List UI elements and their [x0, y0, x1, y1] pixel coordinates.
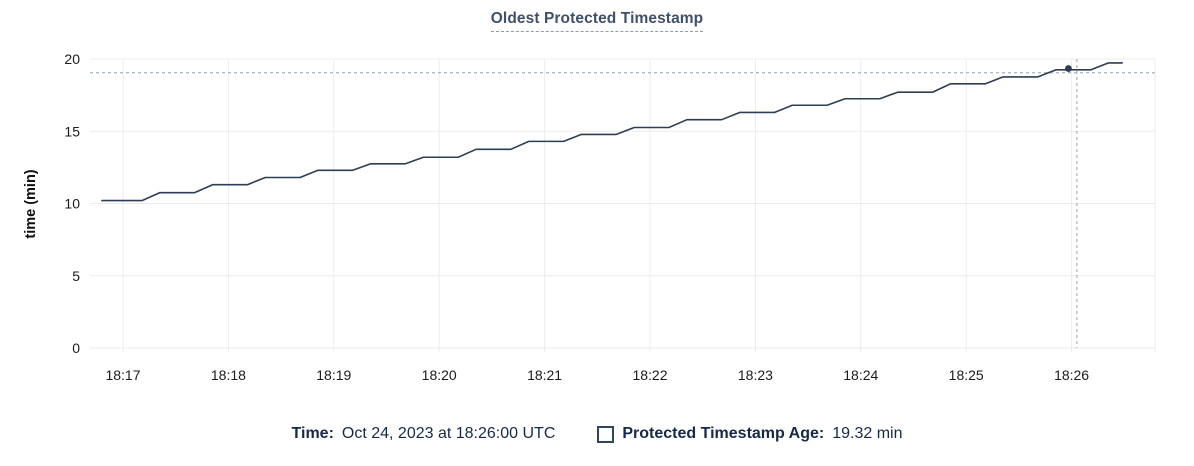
y-tick-label: 5	[72, 268, 80, 284]
x-tick-label: 18:17	[105, 367, 140, 383]
time-label: Time:	[291, 425, 334, 442]
x-tick-label: 18:26	[1054, 367, 1089, 383]
x-tick-label: 18:21	[527, 367, 562, 383]
y-axis-title: time (min)	[23, 169, 39, 239]
x-tick-label: 18:20	[422, 367, 457, 383]
x-tick-label: 18:23	[738, 367, 773, 383]
x-tick-label: 18:25	[949, 367, 984, 383]
protected-timestamp-age-line	[101, 62, 1123, 202]
x-tick-label: 18:19	[316, 367, 351, 383]
hover-marker-dot	[1065, 65, 1072, 72]
hover-readout: Time: Oct 24, 2023 at 18:26:00 UTC Prote…	[0, 425, 1194, 443]
time-value: Oct 24, 2023 at 18:26:00 UTC	[341, 425, 556, 442]
chart-title-text[interactable]: Oldest Protected Timestamp	[490, 10, 704, 32]
chart-title: Oldest Protected Timestamp	[0, 10, 1194, 32]
x-tick-label: 18:24	[843, 367, 878, 383]
y-tick-label: 0	[72, 340, 80, 356]
series-value: 19.32 min	[832, 425, 903, 442]
line-chart[interactable]: 0 5 10 15 20 18:17 18:18 18:19 18:20 18:21 18:22 18…	[0, 0, 1194, 400]
series-label: Protected Timestamp Age:	[622, 425, 825, 442]
series-checkbox-icon[interactable]	[597, 425, 615, 443]
legend-item-protected-timestamp-age[interactable]: Protected Timestamp Age: 19.32 min	[597, 425, 902, 443]
x-tick-label: 18:22	[632, 367, 667, 383]
y-tick-label: 15	[64, 123, 80, 139]
y-tick-label: 10	[64, 196, 80, 212]
x-tick-label: 18:18	[211, 367, 246, 383]
y-tick-label: 20	[64, 51, 80, 67]
